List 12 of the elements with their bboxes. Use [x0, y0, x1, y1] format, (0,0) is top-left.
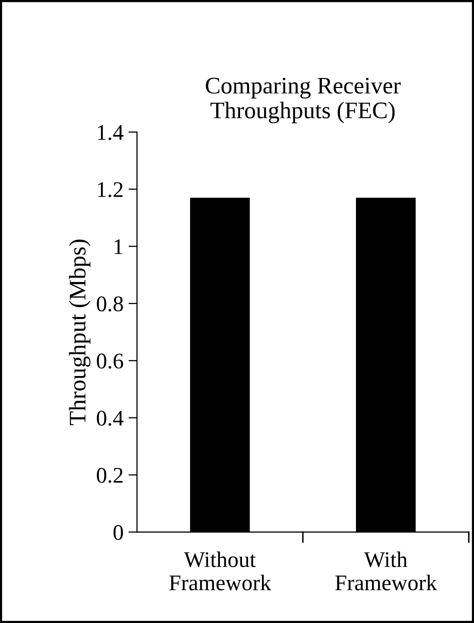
- y-tick-label: 0.8: [96, 296, 123, 312]
- y-tick-label: 1.4: [98, 125, 124, 140]
- x-tick-label: Without Framework: [169, 551, 272, 590]
- y-tick-label: 1: [114, 239, 122, 254]
- chart-title: Comparing Receiver Throughputs (FEC): [206, 78, 401, 124]
- y-tick-label: 0: [114, 524, 123, 540]
- y-tick-label: 0.4: [96, 410, 124, 426]
- x-tick-label: With Framework: [335, 551, 438, 590]
- y-tick-label: 0.6: [96, 354, 124, 369]
- y-tick-label: 0.2: [96, 468, 123, 483]
- y-tick-label: 1.2: [98, 182, 123, 198]
- y-axis-title: Throughput (Mbps): [68, 240, 90, 426]
